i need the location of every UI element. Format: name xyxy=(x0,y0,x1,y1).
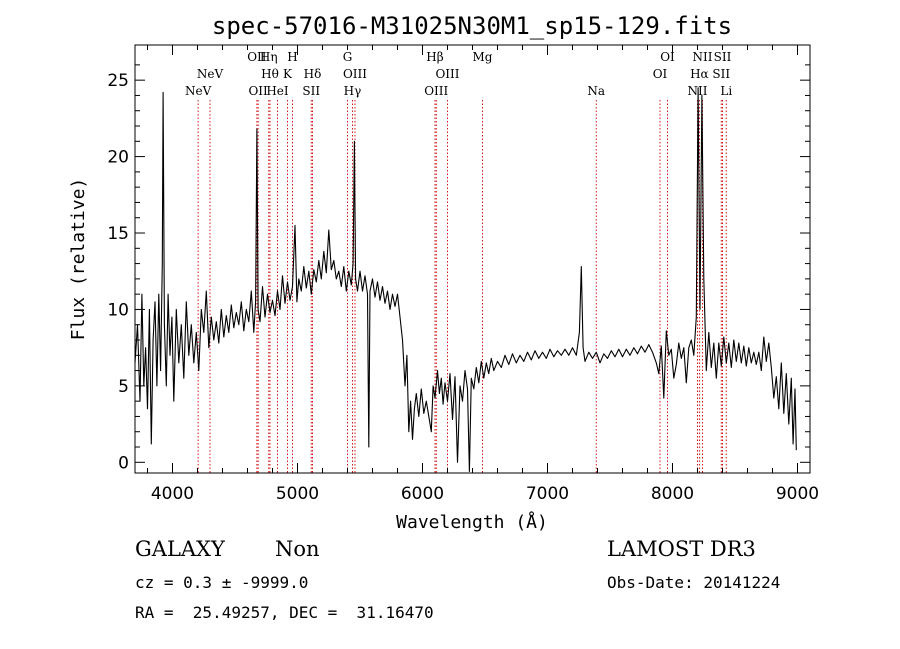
coordinates: RA = 25.49257, DEC = 31.16470 xyxy=(135,603,434,622)
x-tick-label: 5000 xyxy=(276,484,319,504)
spectrum-line xyxy=(134,87,797,473)
y-tick-label: 20 xyxy=(107,148,129,168)
redshift-info: cz = 0.3 ± -9999.0 xyxy=(135,573,309,592)
line-label: HeI xyxy=(266,84,289,98)
x-tick-label: 9000 xyxy=(776,484,819,504)
line-label: Hα xyxy=(690,67,709,81)
x-tick-label: 6000 xyxy=(401,484,444,504)
line-label: OI xyxy=(653,67,668,81)
y-tick-label: 0 xyxy=(118,453,129,473)
line-label: OIII xyxy=(343,67,367,81)
object-subclass: Non xyxy=(275,537,320,561)
line-label: Li xyxy=(720,84,732,98)
y-tick-label: 25 xyxy=(107,71,129,91)
spectrum-series xyxy=(134,87,797,473)
y-axis-label: Flux (relative) xyxy=(68,178,89,341)
line-label: SII xyxy=(712,67,730,81)
line-label: H xyxy=(287,50,297,64)
observation-date: Obs-Date: 20141224 xyxy=(607,573,781,592)
line-label: Hη xyxy=(260,50,278,64)
x-tick-label: 4000 xyxy=(151,484,194,504)
line-label: Hθ xyxy=(261,67,279,81)
x-tick-label: 8000 xyxy=(651,484,694,504)
survey-name: LAMOST DR3 xyxy=(607,537,756,561)
line-label: OIII xyxy=(435,67,459,81)
line-label: Na xyxy=(587,84,605,98)
line-label: G xyxy=(343,50,353,64)
line-label: Hδ xyxy=(304,67,322,81)
line-label: OIII xyxy=(424,84,448,98)
line-label: SII xyxy=(714,50,732,64)
line-label: Mg xyxy=(473,50,493,64)
line-label: NeV xyxy=(185,84,212,98)
line-label: OII xyxy=(247,50,267,64)
y-tick-label: 10 xyxy=(107,300,129,320)
object-class: GALAXY xyxy=(135,537,225,561)
line-label: K xyxy=(283,67,293,81)
axis-ticks: 4000 5000 6000 7000 8000 9000 0 5 10 15 20 25 xyxy=(107,45,819,504)
line-label: NII xyxy=(693,50,713,64)
y-tick-label: 5 xyxy=(118,377,129,397)
x-axis-label: Wavelength (Å) xyxy=(396,511,548,533)
line-label: NeV xyxy=(197,67,224,81)
line-label: Hγ xyxy=(344,84,362,98)
line-label: Hβ xyxy=(426,50,443,64)
line-label: OI xyxy=(660,50,675,64)
chart-title: spec-57016-M31025N30M1_sp15-129.fits xyxy=(212,12,732,40)
line-label: OII xyxy=(248,84,268,98)
x-tick-label: 7000 xyxy=(526,484,569,504)
line-label: SII xyxy=(302,84,320,98)
plot-frame xyxy=(134,44,811,474)
y-tick-label: 15 xyxy=(107,224,129,244)
